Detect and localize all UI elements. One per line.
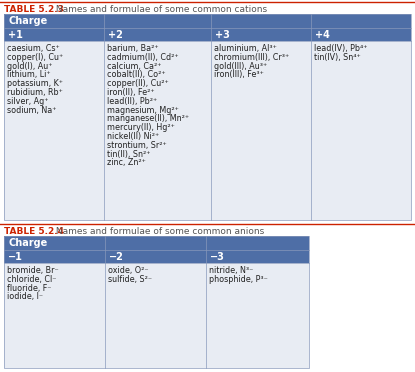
Text: sodium, Na⁺: sodium, Na⁺: [7, 106, 56, 115]
Text: −3: −3: [210, 252, 225, 262]
Bar: [105, 263, 206, 368]
Bar: [311, 28, 411, 41]
Text: chromium(III), Cr³⁺: chromium(III), Cr³⁺: [214, 53, 289, 62]
Text: Charge: Charge: [8, 238, 47, 248]
Text: +1: +1: [8, 30, 23, 40]
Text: calcium, Ca²⁺: calcium, Ca²⁺: [107, 62, 161, 71]
Text: Names and formulae of some common anions: Names and formulae of some common anions: [53, 227, 264, 236]
Text: oxide, O²⁻: oxide, O²⁻: [108, 266, 149, 275]
Text: lead(IV), Pb⁴⁺: lead(IV), Pb⁴⁺: [314, 44, 368, 53]
Text: aluminium, Al³⁺: aluminium, Al³⁺: [214, 44, 277, 53]
Text: cobalt(II), Co²⁺: cobalt(II), Co²⁺: [107, 70, 166, 79]
Text: copper(I), Cu⁺: copper(I), Cu⁺: [7, 53, 63, 62]
Bar: [104, 28, 211, 41]
Text: mercury(II), Hg²⁺: mercury(II), Hg²⁺: [107, 123, 175, 132]
Text: +4: +4: [315, 30, 330, 40]
Text: −2: −2: [109, 252, 124, 262]
Text: chloride, Cl⁻: chloride, Cl⁻: [7, 275, 56, 284]
Text: magnesium, Mg²⁺: magnesium, Mg²⁺: [107, 106, 179, 115]
Text: phosphide, P³⁻: phosphide, P³⁻: [209, 275, 268, 284]
Bar: [4, 250, 105, 263]
Text: +2: +2: [108, 30, 123, 40]
Text: tin(II), Sn²⁺: tin(II), Sn²⁺: [107, 150, 151, 158]
Text: cadmium(II), Cd²⁺: cadmium(II), Cd²⁺: [107, 53, 178, 62]
Bar: [4, 14, 411, 220]
Bar: [211, 28, 311, 41]
Text: iodide, I⁻: iodide, I⁻: [7, 292, 43, 301]
Bar: [4, 236, 309, 250]
Text: zinc, Zn²⁺: zinc, Zn²⁺: [107, 158, 146, 167]
Text: strontium, Sr²⁺: strontium, Sr²⁺: [107, 141, 167, 150]
Text: fluoride, F⁻: fluoride, F⁻: [7, 283, 51, 293]
Text: rubidium, Rb⁺: rubidium, Rb⁺: [7, 88, 63, 97]
Text: gold(III), Au³⁺: gold(III), Au³⁺: [214, 62, 267, 71]
Text: lithium, Li⁺: lithium, Li⁺: [7, 70, 51, 79]
Bar: [104, 41, 211, 220]
Text: −1: −1: [8, 252, 23, 262]
Text: potassium, K⁺: potassium, K⁺: [7, 79, 63, 88]
Text: sulfide, S²⁻: sulfide, S²⁻: [108, 275, 152, 284]
Text: bromide, Br⁻: bromide, Br⁻: [7, 266, 59, 275]
Bar: [4, 41, 104, 220]
Text: manganese(II), Mn²⁺: manganese(II), Mn²⁺: [107, 115, 189, 124]
Bar: [4, 263, 105, 368]
Bar: [4, 14, 411, 28]
Bar: [206, 250, 309, 263]
Text: iron(II), Fe²⁺: iron(II), Fe²⁺: [107, 88, 155, 97]
Text: silver, Ag⁺: silver, Ag⁺: [7, 97, 49, 106]
Bar: [311, 41, 411, 220]
Bar: [4, 236, 309, 368]
Text: tin(IV), Sn⁴⁺: tin(IV), Sn⁴⁺: [314, 53, 361, 62]
Bar: [105, 250, 206, 263]
Bar: [4, 28, 104, 41]
Text: caesium, Cs⁺: caesium, Cs⁺: [7, 44, 60, 53]
Text: lead(II), Pb²⁺: lead(II), Pb²⁺: [107, 97, 157, 106]
Text: TABLE 5.2.3: TABLE 5.2.3: [4, 5, 64, 14]
Bar: [211, 41, 311, 220]
Text: nickel(II) Ni²⁺: nickel(II) Ni²⁺: [107, 132, 159, 141]
Text: barium, Ba²⁺: barium, Ba²⁺: [107, 44, 159, 53]
Text: copper(II), Cu²⁺: copper(II), Cu²⁺: [107, 79, 169, 88]
Text: gold(I), Au⁺: gold(I), Au⁺: [7, 62, 53, 71]
Text: iron(III), Fe³⁺: iron(III), Fe³⁺: [214, 70, 264, 79]
Text: TABLE 5.2.4: TABLE 5.2.4: [4, 227, 64, 236]
Text: Names and formulae of some common cations: Names and formulae of some common cation…: [53, 5, 267, 14]
Text: +3: +3: [215, 30, 230, 40]
Text: nitride, N³⁻: nitride, N³⁻: [209, 266, 254, 275]
Text: Charge: Charge: [8, 16, 47, 26]
Bar: [206, 263, 309, 368]
